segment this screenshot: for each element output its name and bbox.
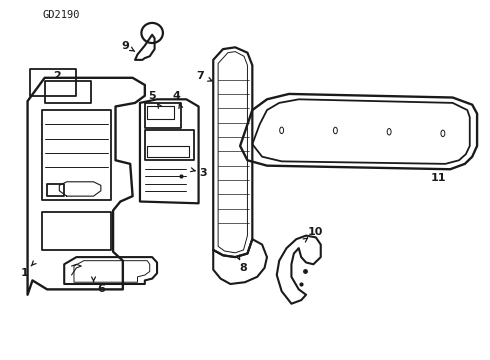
Text: 6: 6 xyxy=(97,284,105,294)
Text: 2: 2 xyxy=(53,71,61,81)
Text: 4: 4 xyxy=(172,91,180,101)
Text: 1: 1 xyxy=(20,268,28,278)
Text: 11: 11 xyxy=(430,173,446,183)
Text: 5: 5 xyxy=(148,91,156,101)
Text: 8: 8 xyxy=(240,263,247,273)
Text: 3: 3 xyxy=(199,168,207,178)
Text: GD2190: GD2190 xyxy=(42,10,80,20)
Text: 7: 7 xyxy=(196,71,204,81)
Text: 10: 10 xyxy=(308,227,323,237)
Text: 9: 9 xyxy=(122,41,129,50)
